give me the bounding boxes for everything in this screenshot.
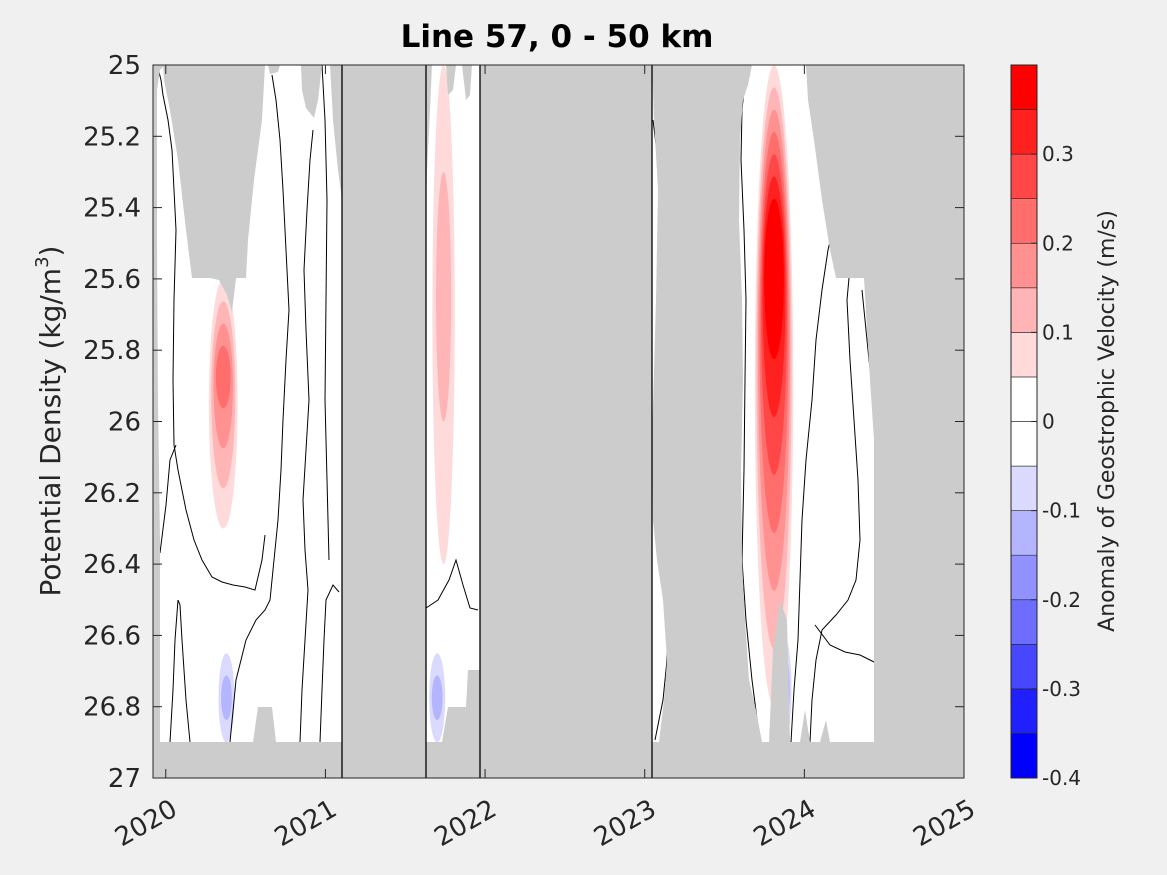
y-tick-label: 25.6 — [83, 265, 141, 295]
y-tick-label: 25.8 — [83, 336, 141, 366]
missing-region — [652, 65, 964, 778]
missing-region — [426, 742, 480, 778]
colorbar-tick-label: 0.2 — [1042, 231, 1074, 255]
y-axis: 25 25.2 25.4 25.6 25.8 26 26.2 26.4 26.6 26.8 27 — [83, 51, 964, 794]
colorbar-bin — [1010, 64, 1038, 110]
colorbar-bin — [1010, 198, 1038, 244]
plot-area: 2020 2021 2022 2023 2024 2025 2525.225.425.62… — [83, 51, 981, 853]
missing-region — [442, 670, 480, 742]
colorbar-bin — [1010, 688, 1038, 734]
y-axis-label: Potential Density (kg/m3) — [32, 246, 67, 597]
colorbar-bin — [1010, 599, 1038, 645]
positive-anomaly-contour — [765, 220, 783, 302]
contour-line — [425, 558, 479, 611]
missing-region — [446, 65, 456, 95]
colorbar-bins — [1010, 64, 1038, 779]
colorbar-bin — [1010, 733, 1038, 779]
colorbar-tick-label: 0.1 — [1042, 320, 1074, 344]
negative-anomaly-contour — [221, 675, 232, 721]
x-tick-label: 2021 — [270, 794, 342, 853]
y-axis-label-close: ) — [34, 246, 67, 257]
missing-region — [153, 65, 165, 778]
y-tick-label: 26.6 — [83, 621, 141, 651]
missing-region — [341, 65, 427, 778]
contour-line — [169, 599, 191, 743]
colorbar-bin — [1010, 376, 1038, 422]
y-tick-label: 26.8 — [83, 693, 141, 723]
missing-region — [301, 65, 322, 118]
missing-region — [268, 65, 280, 74]
colorbar-ticks: -0.4 -0.3 -0.2 -0.1 0 0.1 0.2 0.3 — [1031, 142, 1081, 790]
missing-region — [479, 65, 653, 778]
y-tick-label: 26.2 — [83, 479, 141, 509]
x-tick-label: 2020 — [110, 794, 182, 853]
negative-anomaly-contour — [431, 675, 443, 721]
colorbar-bin — [1010, 287, 1038, 333]
colorbar-tick-label: 0 — [1042, 410, 1055, 434]
colorbar-bin — [1010, 554, 1038, 601]
contour-line — [229, 74, 290, 743]
colorbar-tick-label: -0.3 — [1042, 677, 1081, 701]
y-tick-label: 25.4 — [83, 194, 141, 224]
colorbar-tick-label: -0.1 — [1042, 499, 1081, 523]
colorbar-tick-label: -0.2 — [1042, 588, 1081, 612]
contour-line — [790, 224, 835, 743]
y-tick-label: 27 — [108, 764, 141, 794]
colorbar: -0.4 -0.3 -0.2 -0.1 0 0.1 0.2 0.3 Anomaly of Ge… — [1010, 64, 1120, 790]
contour-line — [299, 129, 314, 743]
contour-line — [740, 69, 761, 743]
contour-line — [157, 67, 266, 591]
y-tick-label: 25 — [108, 51, 141, 81]
missing-region — [806, 65, 964, 778]
contour-line — [319, 584, 340, 743]
colorbar-bin — [1010, 465, 1038, 511]
missing-region — [426, 65, 432, 200]
colorbar-bin — [1010, 109, 1038, 155]
missing-region — [153, 742, 342, 778]
x-tick-label: 2024 — [749, 794, 821, 853]
positive-anomaly-contour — [436, 171, 452, 422]
x-tick-label: 2023 — [589, 794, 661, 853]
y-tick-label: 25.2 — [83, 122, 141, 152]
x-tick-label: 2022 — [429, 794, 501, 853]
contour-line — [809, 277, 861, 743]
x-tick-label: 2025 — [908, 794, 980, 853]
missing-region — [462, 65, 472, 100]
colorbar-tick-label: 0.3 — [1042, 142, 1074, 166]
chart-title: Line 57, 0 - 50 km — [401, 19, 714, 55]
missing-region — [330, 65, 342, 200]
colorbar-bin — [1010, 332, 1038, 378]
y-axis-label-superscript: 3 — [32, 256, 53, 267]
missing-data-mask — [153, 65, 964, 778]
colorbar-bin — [1010, 510, 1038, 556]
colorbar-bin — [1010, 421, 1038, 467]
contour-line — [814, 624, 875, 663]
positive-anomaly-layer — [208, 65, 794, 707]
contour-line — [159, 444, 177, 554]
colorbar-label: Anomaly of Geostrophic Velocity (m/s) — [1095, 210, 1120, 632]
y-tick-label: 26.4 — [83, 550, 141, 580]
colorbar-bin — [1010, 644, 1038, 690]
missing-region — [163, 65, 265, 312]
gap-boundaries — [341, 65, 653, 778]
y-axis-label-text: Potential Density (kg/m — [34, 268, 67, 597]
colorbar-bin — [1010, 153, 1038, 199]
y-tick-label: 26 — [108, 408, 141, 438]
missing-region — [253, 707, 276, 742]
positive-anomaly-contour — [215, 345, 231, 409]
colorbar-bin — [1010, 242, 1038, 289]
contour-line — [321, 65, 330, 561]
colorbar-tick-label: -0.4 — [1042, 766, 1081, 790]
